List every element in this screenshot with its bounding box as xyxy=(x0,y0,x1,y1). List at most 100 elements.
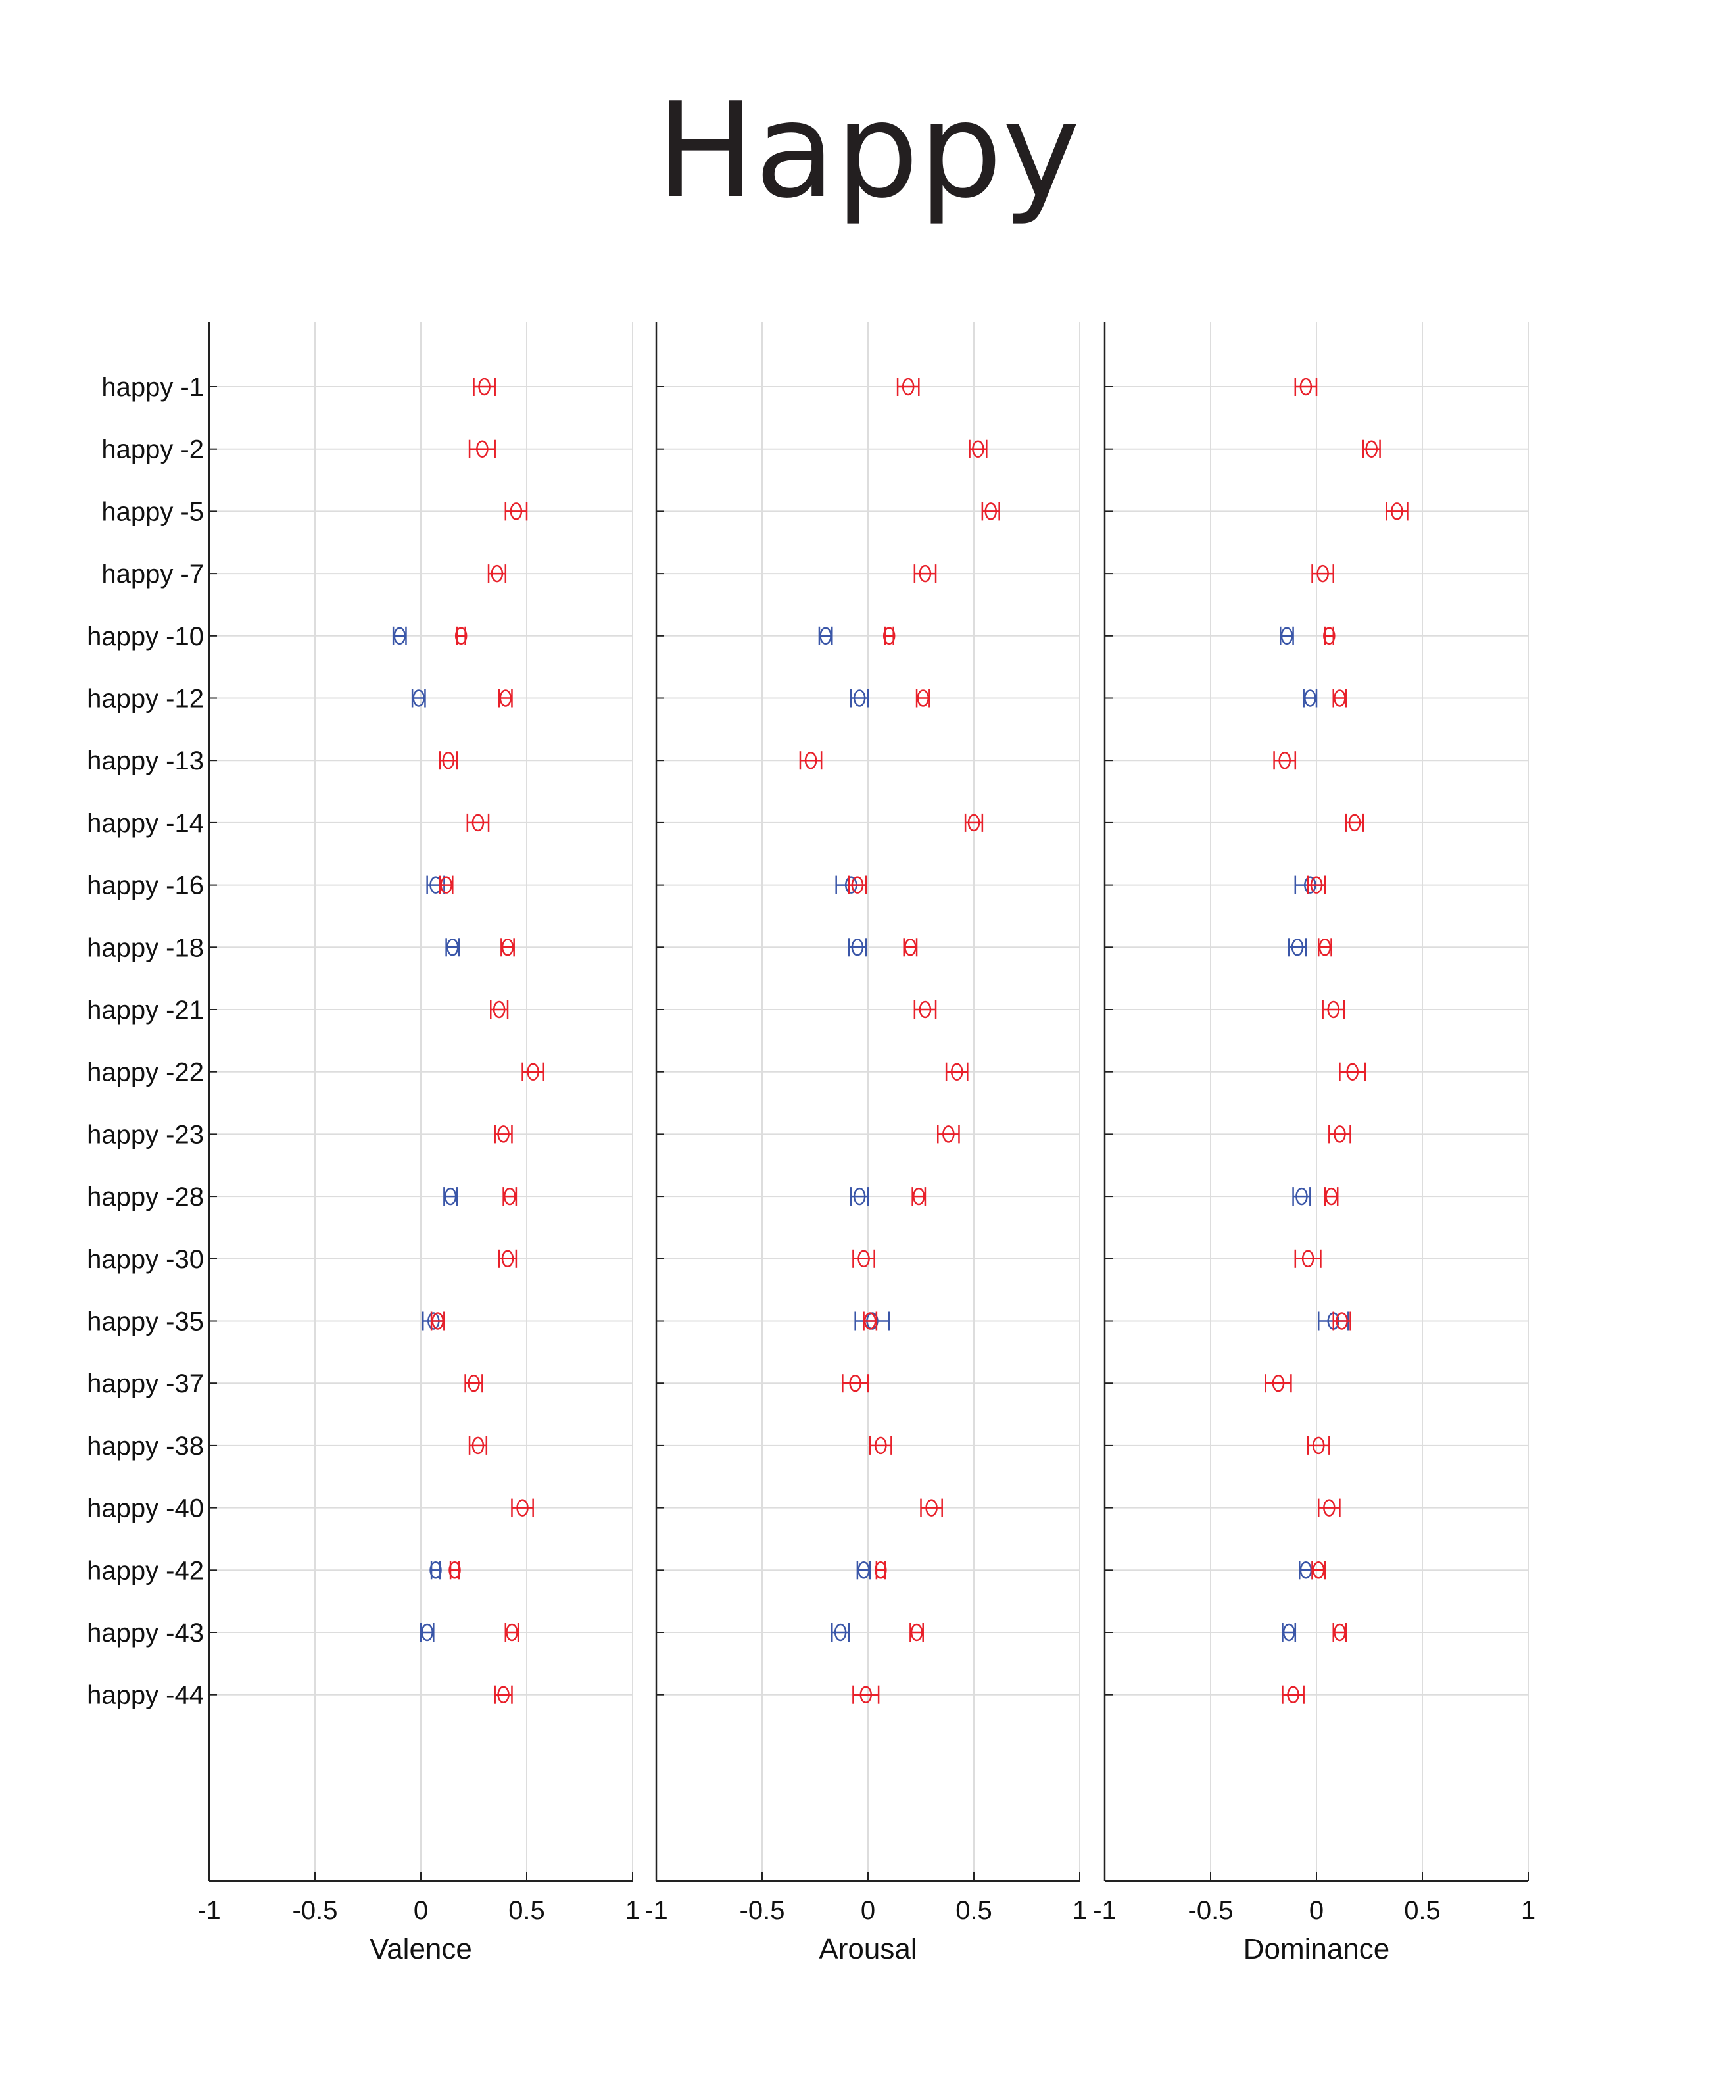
x-tick-label: -0.5 xyxy=(293,1896,338,1925)
red-errorbar-point xyxy=(454,627,468,645)
red-errorbar xyxy=(487,564,507,583)
red-errorbar-point xyxy=(527,1063,539,1081)
red-errorbar-point xyxy=(448,1561,461,1579)
red-errorbar-point xyxy=(478,378,491,396)
blue-errorbar xyxy=(1303,689,1318,708)
red-errorbar-point xyxy=(491,564,504,583)
red-errorbar xyxy=(913,564,937,583)
red-errorbar xyxy=(511,1498,534,1517)
red-errorbar xyxy=(468,1436,488,1455)
red-errorbar xyxy=(1265,1374,1292,1393)
category-label: happy -40 xyxy=(87,1494,204,1523)
red-errorbar xyxy=(1386,502,1409,521)
category-label: happy -18 xyxy=(87,933,204,962)
red-errorbar-point xyxy=(1348,814,1361,832)
category-label: happy -44 xyxy=(87,1681,204,1710)
red-errorbar-point xyxy=(902,378,915,396)
red-errorbar-point xyxy=(1391,502,1403,520)
category-label: happy -10 xyxy=(87,622,204,651)
x-tick-label: 0.5 xyxy=(955,1896,992,1925)
red-errorbar-point xyxy=(1272,1374,1285,1392)
red-errorbar xyxy=(920,1498,943,1517)
x-tick-label: 0.5 xyxy=(508,1896,545,1925)
x-tick-label: 0.5 xyxy=(1404,1896,1441,1925)
category-labels: happy -1 happy -2 happy -5 happy -7 happy -1… xyxy=(87,373,204,1710)
red-errorbar xyxy=(439,875,454,894)
category-label: happy -23 xyxy=(87,1120,204,1149)
blue-errorbar xyxy=(1282,1623,1297,1642)
category-label: happy -37 xyxy=(87,1369,204,1398)
red-errorbar-point xyxy=(471,814,485,832)
chart-panels: -1 -0.5 0 0.5 1 Valence -1 -0.5 0 0.5 1 Arousal -1 -0… xyxy=(197,322,1535,1965)
blue-errorbar xyxy=(1298,1561,1313,1580)
blue-errorbar-point xyxy=(1282,1623,1295,1642)
red-errorbar xyxy=(1328,1125,1351,1144)
red-errorbar-point xyxy=(984,502,998,520)
blue-errorbar-point xyxy=(1299,1561,1313,1579)
red-errorbar-point xyxy=(431,1312,445,1330)
x-tick-label: 0 xyxy=(414,1896,428,1925)
red-errorbar-point xyxy=(882,627,896,645)
red-errorbar xyxy=(937,1125,960,1144)
red-errorbar xyxy=(869,1436,892,1455)
red-errorbar-point xyxy=(497,1125,510,1143)
red-errorbar-point xyxy=(1327,1000,1340,1019)
category-label: happy -28 xyxy=(87,1183,204,1211)
red-errorbar xyxy=(466,813,490,832)
red-errorbar-point xyxy=(967,814,980,832)
red-errorbar xyxy=(1339,1062,1366,1081)
red-errorbar-point xyxy=(1323,627,1336,645)
red-errorbar-point xyxy=(497,1686,510,1703)
red-errorbar-point xyxy=(875,1561,887,1579)
panel-valence: -1 -0.5 0 0.5 1 Valence xyxy=(197,322,640,1965)
blue-errorbar xyxy=(818,626,833,645)
x-tick-label: -1 xyxy=(197,1896,221,1925)
blue-errorbar-point xyxy=(857,1561,870,1579)
x-axis-label: Arousal xyxy=(819,1933,917,1965)
blue-errorbar-point xyxy=(393,627,406,645)
red-errorbar-point xyxy=(1336,1312,1348,1330)
panel-dominance: -1 -0.5 0 0.5 1 Dominance xyxy=(1093,322,1535,1965)
blue-errorbar-point xyxy=(1291,939,1304,956)
red-errorbar xyxy=(490,1000,509,1019)
category-label: happy -38 xyxy=(87,1432,204,1461)
blue-errorbar xyxy=(420,1623,435,1642)
red-errorbar xyxy=(1307,1436,1330,1455)
red-errorbar-point xyxy=(1299,378,1313,396)
category-label: happy -35 xyxy=(87,1307,204,1336)
panel-arousal: -1 -0.5 0 0.5 1 Arousal xyxy=(644,322,1087,1965)
red-errorbar xyxy=(1323,626,1336,645)
red-errorbar-point xyxy=(440,876,452,894)
red-errorbar xyxy=(464,1374,483,1393)
blue-errorbar-point xyxy=(446,939,459,956)
category-label: happy -14 xyxy=(87,809,204,838)
red-errorbar-point xyxy=(442,751,455,769)
red-errorbar-point xyxy=(493,1000,506,1019)
x-tick-label: 1 xyxy=(1521,1896,1535,1925)
x-tick-label: 1 xyxy=(1073,1896,1087,1925)
red-errorbar xyxy=(439,751,458,770)
red-errorbar xyxy=(863,1311,878,1331)
blue-errorbar-point xyxy=(853,1187,866,1206)
blue-errorbar xyxy=(443,1187,458,1206)
red-errorbar-point xyxy=(849,1374,861,1392)
red-errorbar-point xyxy=(1287,1686,1299,1703)
blue-errorbar xyxy=(1280,626,1294,645)
red-errorbar xyxy=(842,1374,869,1393)
category-label: happy -5 xyxy=(101,497,204,526)
blue-errorbar-point xyxy=(429,1561,442,1579)
red-errorbar-point xyxy=(501,939,514,956)
red-errorbar-point xyxy=(859,1686,873,1703)
red-errorbar xyxy=(473,378,496,396)
red-errorbar-point xyxy=(499,689,512,707)
red-errorbar xyxy=(521,1062,545,1081)
red-errorbar xyxy=(875,1561,887,1580)
red-errorbar-point xyxy=(1312,1436,1325,1455)
blue-errorbar-point xyxy=(819,627,832,645)
red-errorbar-point xyxy=(1334,1125,1346,1143)
red-errorbar-point xyxy=(1365,440,1378,458)
x-tick-label: 1 xyxy=(625,1896,640,1925)
red-errorbar xyxy=(1317,938,1332,957)
red-errorbar xyxy=(1332,689,1347,708)
